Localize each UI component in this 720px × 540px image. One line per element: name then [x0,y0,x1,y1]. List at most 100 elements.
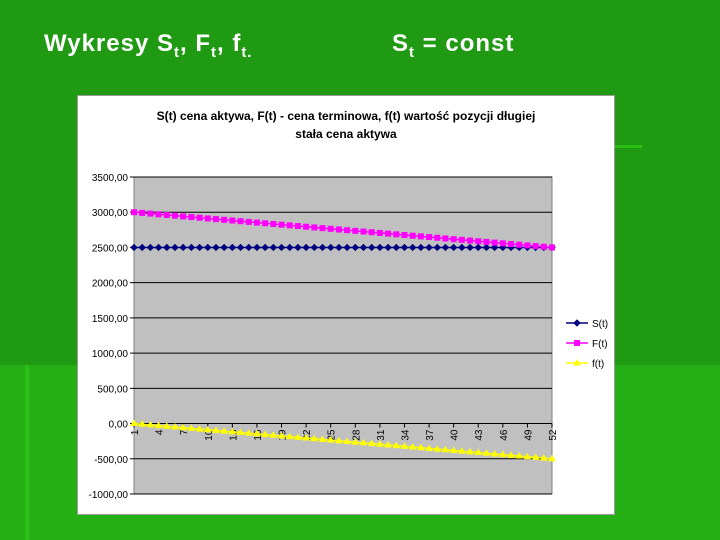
data-point [138,420,147,427]
data-point [130,243,138,252]
data-point [244,429,253,436]
data-point [277,432,286,439]
data-point [482,449,491,456]
data-point [163,243,171,252]
x-tick-label: 43 [474,429,485,441]
data-point [179,243,187,252]
y-tick-label: 2000,00 [92,279,129,290]
data-point [310,243,319,252]
x-tick-label: 13 [228,429,239,441]
data-point [245,218,252,225]
data-point [441,445,450,453]
data-point [433,445,442,452]
data-point [310,434,319,442]
data-point [573,319,581,327]
data-point [294,243,302,252]
data-point [368,229,375,236]
data-point [548,454,556,462]
data-point [449,446,458,453]
series-line [133,211,553,249]
data-point [441,243,450,252]
data-point [171,212,178,219]
data-point [270,220,277,227]
x-tick-label: 22 [302,429,313,441]
data-point [466,243,474,252]
chart: S(t) cena aktywa, F(t) - cena terminowa,… [77,95,615,515]
data-point [573,359,581,366]
data-point [294,223,301,230]
data-point [450,236,457,243]
data-point [375,440,384,447]
data-point [319,225,326,232]
data-point [458,236,465,243]
data-point [425,243,433,252]
data-point [269,431,278,438]
data-point [253,219,260,226]
data-point [154,421,163,429]
data-point [327,225,334,232]
x-tick-label: 34 [400,429,411,441]
data-point [367,439,376,447]
x-tick-label: 49 [523,429,534,441]
legend-entry: f(t) [566,359,604,370]
data-point [212,426,220,433]
data-point [475,238,482,245]
data-point [262,220,269,227]
data-point [195,425,204,432]
data-point [326,436,335,443]
data-point [401,232,408,239]
legend-label: f(t) [592,359,604,370]
data-point [155,211,162,218]
data-point [277,243,286,252]
x-tick-label: 7 [179,429,190,435]
data-point [467,237,474,244]
data-point [425,444,433,451]
data-point [212,243,220,252]
data-point [359,243,368,252]
x-tick-label: 46 [499,429,510,441]
data-point [499,240,506,247]
series-line [133,422,553,460]
data-point [433,243,441,252]
data-point [416,443,425,451]
data-point [457,447,466,454]
data-point [417,243,425,252]
data-point [344,227,351,234]
data-point [335,243,343,252]
data-point [171,423,179,430]
data-point [253,429,261,437]
x-tick-label: 40 [450,429,461,441]
data-point [474,243,482,252]
data-point [203,425,212,433]
y-tick-label: 1000,00 [92,349,129,360]
data-point [384,440,392,448]
data-point [540,243,547,250]
data-point [376,229,383,236]
data-point [343,437,351,445]
y-tick-label: -500,00 [94,455,128,466]
data-point [196,214,203,221]
data-point [237,218,244,225]
data-point [286,222,293,229]
data-point [449,243,458,252]
data-point [326,243,335,252]
slide-title-right: St = const [392,30,515,61]
background-decoration [612,145,642,148]
data-point [490,243,499,252]
data-point [138,243,146,252]
x-tick-label: 10 [204,429,215,441]
y-tick-label: 3500,00 [92,173,129,184]
data-point [286,243,294,252]
chart-subtitle: stała cena aktywa [295,127,397,141]
data-point [498,450,507,458]
y-tick-label: 3000,00 [92,208,129,219]
data-point [335,226,342,233]
data-point [392,243,400,252]
data-point [508,240,515,247]
data-point [220,427,229,434]
data-point [335,436,343,444]
legend-entry: S(t) [566,319,608,330]
data-point [384,243,392,252]
data-point [352,227,359,234]
data-point [367,243,376,252]
